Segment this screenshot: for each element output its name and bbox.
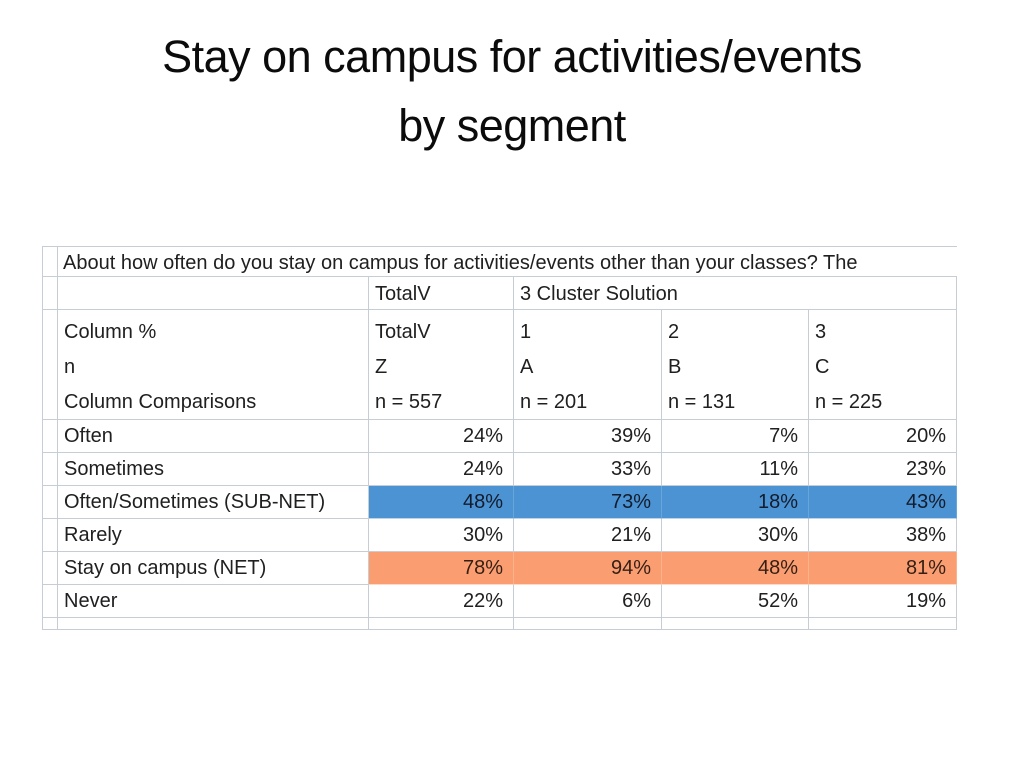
column-header-letter: Z	[375, 356, 388, 378]
gutter-cell	[43, 519, 58, 552]
value-cell: 30%	[369, 519, 514, 552]
value-cell-highlight-blue: 43%	[809, 486, 957, 519]
empty-cell	[369, 618, 514, 629]
value-cell: 7%	[662, 420, 809, 453]
column-header-label: 2	[668, 321, 680, 343]
value-cell-highlight-orange: 81%	[809, 552, 957, 585]
gutter-cell	[43, 486, 58, 519]
row-label: Never	[58, 585, 369, 618]
gutter-cell	[43, 420, 58, 453]
value-cell: 24%	[369, 420, 514, 453]
group-header-cluster: 3 Cluster Solution	[514, 277, 957, 310]
row-label: Stay on campus (NET)	[58, 552, 369, 585]
value-cell: 30%	[662, 519, 809, 552]
stub-header-statistic: Column %	[64, 321, 157, 343]
stub-header-n: n	[64, 356, 76, 378]
stub-header-comparisons: Column Comparisons	[64, 391, 257, 413]
value-cell: 38%	[809, 519, 957, 552]
value-cell: 22%	[369, 585, 514, 618]
column-header-total: TotalV Z n = 557	[369, 310, 514, 420]
question-cell: About how often do you stay on campus fo…	[58, 247, 957, 277]
gutter-cell	[43, 552, 58, 585]
stub-header-cell: Column % n Column Comparisons	[58, 310, 369, 420]
data-table: About how often do you stay on campus fo…	[42, 246, 957, 630]
group-header-total: TotalV	[369, 277, 514, 310]
gutter-cell	[43, 453, 58, 486]
value-cell-highlight-orange: 94%	[514, 552, 662, 585]
value-cell: 52%	[662, 585, 809, 618]
column-header-n: n = 131	[668, 391, 736, 413]
slide-title-line2: by segment	[398, 100, 626, 151]
column-header-n: n = 225	[815, 391, 883, 413]
empty-cell	[514, 618, 662, 629]
column-header-letter: A	[520, 356, 534, 378]
value-cell: 39%	[514, 420, 662, 453]
column-header-cluster3: 3 C n = 225	[809, 310, 957, 420]
slide-title-line1: Stay on campus for activities/events	[162, 31, 862, 82]
value-cell-highlight-orange: 48%	[662, 552, 809, 585]
empty-cell	[809, 618, 957, 629]
row-label: Often/Sometimes (SUB-NET)	[58, 486, 369, 519]
empty-cell	[662, 618, 809, 629]
value-cell: 6%	[514, 585, 662, 618]
row-label: Sometimes	[58, 453, 369, 486]
slide-title: Stay on campus for activities/events by …	[0, 22, 1024, 160]
column-header-cluster1: 1 A n = 201	[514, 310, 662, 420]
column-header-label: 1	[520, 321, 532, 343]
column-header-label: 3	[815, 321, 827, 343]
column-header-letter: B	[668, 356, 682, 378]
column-header-cluster2: 2 B n = 131	[662, 310, 809, 420]
column-header-n: n = 557	[375, 391, 443, 413]
value-cell-highlight-blue: 73%	[514, 486, 662, 519]
gutter-cell	[43, 277, 58, 310]
table-screenshot: About how often do you stay on campus fo…	[42, 246, 966, 632]
value-cell-highlight-blue: 18%	[662, 486, 809, 519]
value-cell: 11%	[662, 453, 809, 486]
empty-cell	[58, 618, 369, 629]
gutter-cell	[43, 618, 58, 629]
gutter-cell	[43, 310, 58, 420]
value-cell: 19%	[809, 585, 957, 618]
column-header-letter: C	[815, 356, 830, 378]
value-cell: 33%	[514, 453, 662, 486]
value-cell: 20%	[809, 420, 957, 453]
column-header-n: n = 201	[520, 391, 588, 413]
value-cell: 24%	[369, 453, 514, 486]
value-cell: 23%	[809, 453, 957, 486]
value-cell-highlight-orange: 78%	[369, 552, 514, 585]
row-label: Often	[58, 420, 369, 453]
empty-stub-cell	[58, 277, 369, 310]
column-header-label: TotalV	[375, 321, 431, 343]
row-label: Rarely	[58, 519, 369, 552]
value-cell: 21%	[514, 519, 662, 552]
value-cell-highlight-blue: 48%	[369, 486, 514, 519]
gutter-cell	[43, 585, 58, 618]
gutter-cell	[43, 247, 58, 277]
